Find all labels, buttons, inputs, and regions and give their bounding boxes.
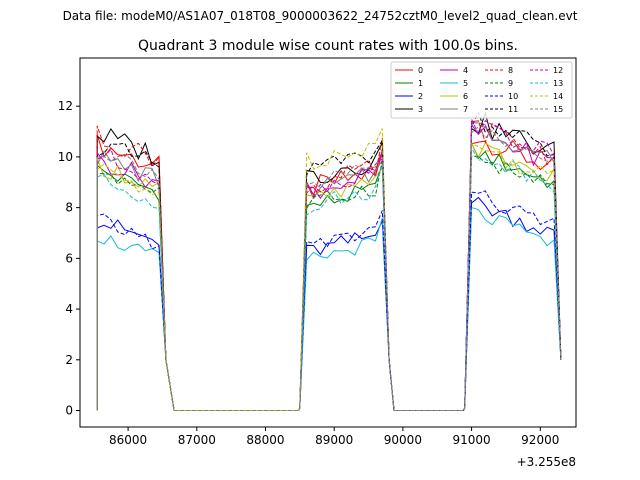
legend-label: 10 [508,92,518,101]
x-tick-label: 88000 [246,433,284,447]
series-line-6 [96,142,562,411]
series-line-14 [96,128,562,411]
legend-label: 1 [418,79,423,88]
legend-label: 0 [418,66,423,75]
y-tick-label: 8 [65,201,73,215]
legend-label: 11 [508,105,518,114]
series-line-10 [96,190,562,411]
series-line-2 [96,196,562,411]
x-tick-label: 90000 [384,433,422,447]
y-axis: 0 2 4 6 8 10 12 [58,99,80,418]
x-tick-label: 92000 [521,433,559,447]
y-tick-label: 2 [65,353,73,367]
x-tick-label: 91000 [452,433,490,447]
x-tick-label: 86000 [109,433,147,447]
y-tick-label: 4 [65,302,73,316]
y-tick-label: 12 [58,99,73,113]
legend-label: 2 [418,92,423,101]
series-line-5 [96,206,562,411]
legend-label: 8 [508,66,513,75]
plot-lines [96,111,562,411]
series-line-3 [96,111,562,411]
series-line-1 [96,142,562,411]
x-offset-text: +3.255e8 [517,455,576,469]
chart-title: Quadrant 3 module wise count rates with … [138,38,518,54]
series-line-0 [96,134,562,411]
x-tick-label: 89000 [315,433,353,447]
legend-label: 4 [463,66,468,75]
series-line-15 [96,126,562,411]
legend-label: 15 [553,105,563,114]
legend-label: 6 [463,92,468,101]
series-line-13 [96,145,562,411]
series-line-9 [96,155,562,411]
axes-frame [79,57,577,428]
y-tick-label: 6 [65,251,73,265]
x-axis: 86000 87000 88000 89000 90000 91000 92000 [109,427,559,447]
legend-label: 14 [553,92,563,101]
y-tick-label: 10 [58,150,73,164]
suptitle: Data file: modeM0/AS1A07_018T08_90000036… [63,9,578,23]
y-tick-label: 0 [65,404,73,418]
legend-label: 3 [418,105,423,114]
x-tick-label: 87000 [178,433,216,447]
legend-label: 9 [508,79,513,88]
legend-label: 13 [553,79,563,88]
legend-label: 5 [463,79,468,88]
legend-label: 7 [463,105,468,114]
series-line-11 [96,111,562,411]
legend-frame [390,61,573,119]
legend-label: 12 [553,66,563,75]
